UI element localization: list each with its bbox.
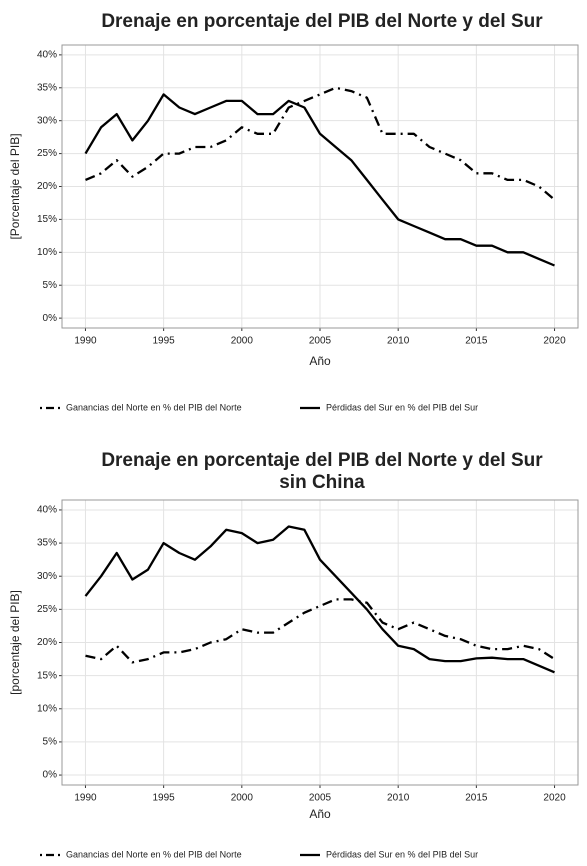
y-tick-label: 15%: [37, 670, 57, 681]
y-tick-label: 25%: [37, 148, 57, 159]
x-tick-label: 1995: [153, 336, 176, 347]
legend-label: Pérdidas del Sur en % del PIB del Sur: [326, 849, 478, 859]
y-tick-label: 20%: [37, 181, 57, 192]
y-tick-label: 0%: [43, 313, 58, 324]
chart-title: Drenaje en porcentaje del PIB del Norte …: [101, 450, 543, 471]
x-tick-label: 2010: [387, 336, 410, 347]
series-line: [84, 93, 555, 267]
x-axis-label: Año: [309, 354, 331, 368]
y-tick-label: 10%: [37, 703, 57, 714]
x-tick-label: 2020: [543, 793, 566, 804]
y-tick-label: 35%: [37, 538, 57, 549]
legend-label: Ganancias del Norte en % del PIB del Nor…: [66, 402, 242, 412]
x-tick-label: 2015: [465, 336, 488, 347]
y-tick-label: 10%: [37, 247, 57, 258]
y-tick-label: 40%: [37, 505, 57, 516]
x-tick-label: 2005: [309, 793, 332, 804]
y-tick-label: 5%: [43, 280, 58, 291]
y-axis-label: [porcentaje del PIB]: [8, 590, 22, 695]
series-line: [84, 525, 555, 674]
y-tick-label: 15%: [37, 214, 57, 225]
series-line: [85, 598, 556, 664]
x-tick-label: 2000: [231, 336, 254, 347]
x-tick-label: 1990: [74, 793, 97, 804]
legend-label: Ganancias del Norte en % del PIB del Nor…: [66, 849, 242, 859]
x-axis-label: Año: [309, 807, 331, 821]
chart-title: sin China: [279, 472, 365, 493]
x-tick-label: 2005: [309, 336, 332, 347]
y-tick-label: 40%: [37, 50, 57, 61]
x-tick-label: 1990: [74, 336, 97, 347]
chart-title: Drenaje en porcentaje del PIB del Norte …: [101, 11, 543, 32]
y-axis-label: [Porcentaje del PIB]: [8, 133, 22, 239]
x-tick-label: 2015: [465, 793, 488, 804]
plot-border: [61, 499, 579, 786]
y-tick-label: 30%: [37, 115, 57, 126]
y-tick-label: 5%: [43, 737, 58, 748]
y-tick-label: 35%: [37, 82, 57, 93]
plot-border: [61, 44, 579, 329]
x-tick-label: 2020: [543, 336, 566, 347]
legend-label: Pérdidas del Sur en % del PIB del Sur: [326, 402, 478, 412]
x-tick-label: 1995: [153, 793, 176, 804]
y-tick-label: 25%: [37, 604, 57, 615]
x-tick-label: 2000: [231, 793, 254, 804]
x-tick-label: 2010: [387, 793, 410, 804]
y-tick-label: 20%: [37, 637, 57, 648]
y-tick-label: 30%: [37, 571, 57, 582]
y-tick-label: 0%: [43, 770, 58, 781]
